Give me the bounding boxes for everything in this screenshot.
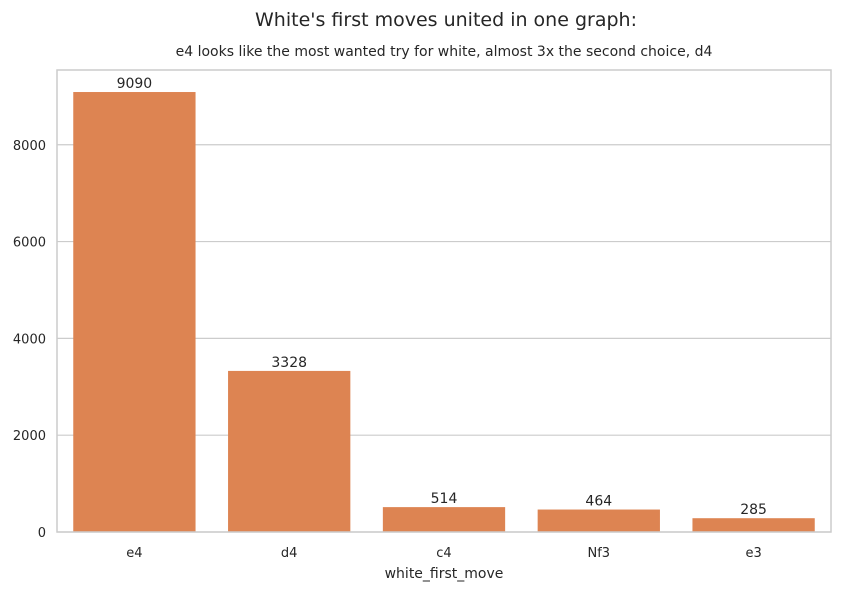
x-axis-label: white_first_move [385, 566, 504, 582]
bar-nf3 [537, 509, 660, 532]
x-tick-label: d4 [281, 546, 298, 561]
y-tick-label: 4000 [13, 332, 46, 347]
y-tick-label: 6000 [13, 236, 46, 251]
data-label: 3328 [271, 355, 307, 371]
data-label: 285 [740, 502, 767, 518]
bar-e3 [692, 518, 815, 532]
data-labels: 9090 3328 514 464 285 [117, 76, 767, 518]
y-tick-label: 8000 [13, 139, 46, 154]
y-tick-label: 2000 [13, 429, 46, 444]
data-label: 514 [431, 491, 458, 507]
x-tick-label: e3 [745, 546, 761, 561]
y-tick-labels: 0 2000 4000 6000 8000 [13, 139, 46, 541]
bar-c4 [382, 507, 506, 532]
chart-title: White's first moves united in one graph: [255, 9, 637, 31]
x-tick-label: Nf3 [588, 546, 611, 561]
x-tick-labels: e4 d4 c4 Nf3 e3 [126, 546, 761, 561]
bar-d4 [228, 370, 351, 532]
data-label: 9090 [117, 76, 153, 92]
data-label: 464 [585, 494, 612, 510]
x-tick-label: e4 [126, 546, 142, 561]
bar-e4 [73, 92, 196, 533]
x-tick-label: c4 [436, 546, 451, 561]
bars [73, 92, 815, 533]
y-tick-label: 0 [38, 526, 46, 541]
plot-frame [56, 69, 832, 533]
chart-subtitle: e4 looks like the most wanted try for wh… [176, 44, 713, 60]
